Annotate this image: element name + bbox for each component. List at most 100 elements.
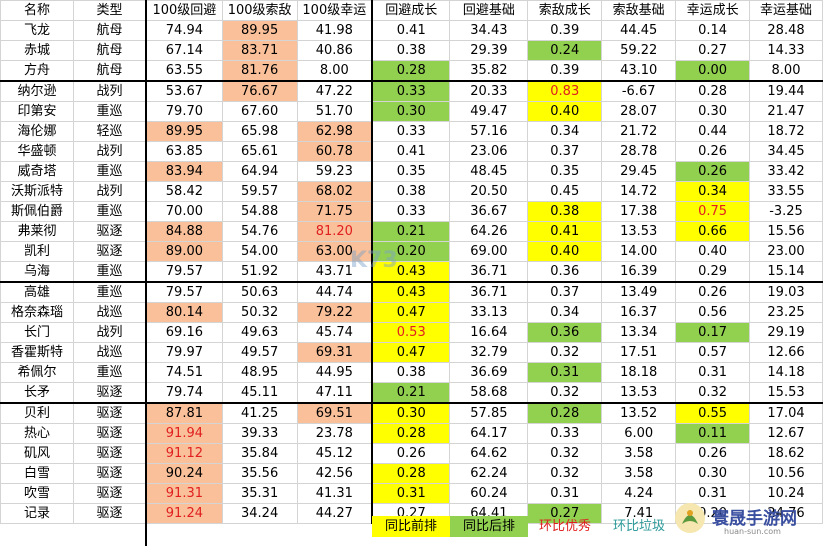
table-cell: 17.04 xyxy=(750,403,823,424)
table-cell: 弗莱彻 xyxy=(1,222,74,242)
table-cell: 吹雪 xyxy=(1,484,74,504)
table-cell: 84.88 xyxy=(146,222,222,242)
column-header: 回避基础 xyxy=(450,1,528,21)
table-cell: 34.43 xyxy=(450,21,528,41)
table-cell: 格奈森瑙 xyxy=(1,303,74,323)
table-cell: 0.34 xyxy=(528,122,602,142)
column-header: 幸运成长 xyxy=(676,1,750,21)
table-cell: 20.50 xyxy=(450,182,528,202)
table-cell: 0.38 xyxy=(372,363,450,383)
table-cell: 16.64 xyxy=(450,323,528,343)
table-cell: 21.72 xyxy=(602,122,676,142)
table-cell: 12.66 xyxy=(750,343,823,363)
table-cell: 0.26 xyxy=(372,444,450,464)
table-cell: 45.11 xyxy=(222,383,297,404)
table-cell: 16.37 xyxy=(602,303,676,323)
table-cell: 69.31 xyxy=(297,343,372,363)
legend-poor: 环比垃圾 xyxy=(602,516,676,537)
table-cell: 59.57 xyxy=(222,182,297,202)
table-cell: 14.18 xyxy=(750,363,823,383)
table-cell: 0.75 xyxy=(676,202,750,222)
table-cell: 79.57 xyxy=(146,282,222,303)
table-cell: 13.52 xyxy=(602,403,676,424)
empty-cell xyxy=(297,524,372,546)
table-cell: 34.45 xyxy=(750,142,823,162)
table-cell: 乌海 xyxy=(1,262,74,283)
table-cell: 67.60 xyxy=(222,102,297,122)
table-cell: 0.41 xyxy=(372,21,450,41)
table-cell: 0.41 xyxy=(528,222,602,242)
table-cell: 44.74 xyxy=(297,282,372,303)
table-cell: 0.38 xyxy=(372,182,450,202)
table-cell: 81.20 xyxy=(297,222,372,242)
table-cell: 70.00 xyxy=(146,202,222,222)
table-cell: 0.32 xyxy=(528,343,602,363)
table-cell: 战列 xyxy=(73,81,146,102)
site-watermark-text: 寰晟手游网 xyxy=(712,504,797,529)
table-cell: 0.28 xyxy=(372,464,450,484)
table-cell: 0.27 xyxy=(676,41,750,61)
table-cell: 51.70 xyxy=(297,102,372,122)
table-cell: 贝利 xyxy=(1,403,74,424)
table-cell: 重巡 xyxy=(73,202,146,222)
table-cell: 0.40 xyxy=(528,242,602,262)
table-cell: 36.71 xyxy=(450,262,528,283)
table-cell: 50.63 xyxy=(222,282,297,303)
table-cell: 59.23 xyxy=(297,162,372,182)
table-cell: 0.28 xyxy=(528,403,602,424)
table-cell: 驱逐 xyxy=(73,444,146,464)
table-cell: 83.71 xyxy=(222,41,297,61)
column-header: 索敌基础 xyxy=(602,1,676,21)
legend-front-rank: 同比前排 xyxy=(372,516,450,537)
table-cell: 71.75 xyxy=(297,202,372,222)
table-cell: 0.40 xyxy=(676,242,750,262)
table-cell: 64.62 xyxy=(450,444,528,464)
table-cell: 89.00 xyxy=(146,242,222,262)
table-cell: 64.17 xyxy=(450,424,528,444)
empty-cell xyxy=(73,524,146,546)
table-cell: 0.39 xyxy=(528,61,602,82)
table-cell: 18.62 xyxy=(750,444,823,464)
table-cell: 33.55 xyxy=(750,182,823,202)
table-cell: 54.00 xyxy=(222,242,297,262)
table-cell: 0.36 xyxy=(528,262,602,283)
table-cell: 0.47 xyxy=(372,303,450,323)
table-cell: 0.31 xyxy=(528,363,602,383)
table-cell: 0.26 xyxy=(676,282,750,303)
table-cell: 79.74 xyxy=(146,383,222,404)
table-cell: 0.56 xyxy=(676,303,750,323)
table-cell: 44.95 xyxy=(297,363,372,383)
table-cell: 0.55 xyxy=(676,403,750,424)
table-cell: 47.11 xyxy=(297,383,372,404)
legend-excellent: 环比优秀 xyxy=(528,516,602,537)
table-cell: 17.38 xyxy=(602,202,676,222)
table-cell: 50.32 xyxy=(222,303,297,323)
table-cell: 0.37 xyxy=(528,282,602,303)
table-cell: 战巡 xyxy=(73,343,146,363)
table-cell: 45.12 xyxy=(297,444,372,464)
table-cell: 0.57 xyxy=(676,343,750,363)
table-cell: 23.78 xyxy=(297,424,372,444)
table-cell: 长门 xyxy=(1,323,74,343)
table-cell: 0.32 xyxy=(528,444,602,464)
table-cell: 驱逐 xyxy=(73,222,146,242)
table-cell: 14.33 xyxy=(750,41,823,61)
table-cell: 83.94 xyxy=(146,162,222,182)
table-cell: 3.58 xyxy=(602,464,676,484)
table-cell: 长矛 xyxy=(1,383,74,404)
table-cell: 35.56 xyxy=(222,464,297,484)
table-cell: 49.47 xyxy=(450,102,528,122)
table-cell: 0.32 xyxy=(528,383,602,404)
table-cell: 79.70 xyxy=(146,102,222,122)
table-cell: 战巡 xyxy=(73,303,146,323)
table-cell: 0.83 xyxy=(528,81,602,102)
